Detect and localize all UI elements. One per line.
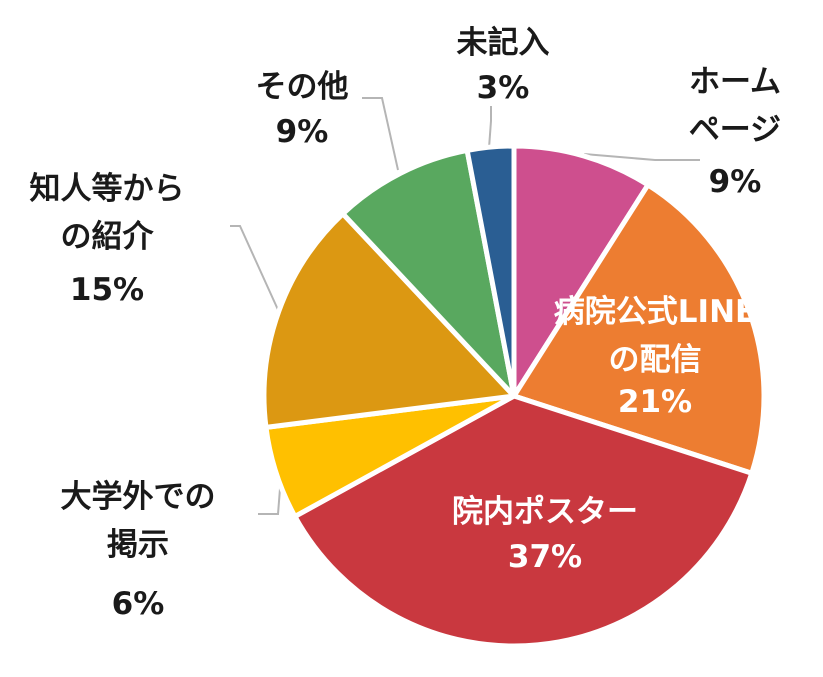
pie-slice — [511, 143, 651, 399]
pie-slice — [340, 147, 517, 399]
slice-label: 未記入 — [457, 25, 550, 61]
slice-label: の紹介 — [61, 219, 155, 255]
slice-value-label: 37% — [508, 539, 582, 575]
pie-slice — [464, 143, 517, 399]
slice-label: 大学外での — [61, 479, 216, 515]
leader-lines — [230, 97, 700, 515]
slice-value-label: 9% — [709, 164, 762, 200]
slice-label: ホーム — [689, 64, 781, 100]
leader-line — [488, 106, 492, 149]
pie-slices — [261, 143, 767, 649]
slice-label: の配信 — [609, 342, 702, 378]
slice-value-label: 9% — [276, 114, 329, 150]
slice-value-label: 21% — [618, 384, 692, 420]
leader-line — [230, 225, 280, 313]
pie-slice — [292, 393, 755, 649]
slice-label: ページ — [689, 112, 781, 148]
leader-line — [362, 97, 399, 171]
pie-slice — [511, 182, 767, 476]
slice-value-label: 15% — [70, 272, 144, 308]
slice-label: 病院公式LINE — [554, 294, 756, 330]
slice-label: その他 — [256, 69, 349, 105]
slice-value-label: 3% — [477, 70, 530, 106]
slice-label: 掲示 — [107, 527, 169, 563]
slice-value-label: 6% — [112, 586, 165, 622]
leader-line — [583, 153, 700, 161]
slice-label: 知人等から — [30, 171, 185, 207]
slice-label: 院内ポスター — [452, 494, 638, 530]
pie-slice — [261, 211, 517, 430]
